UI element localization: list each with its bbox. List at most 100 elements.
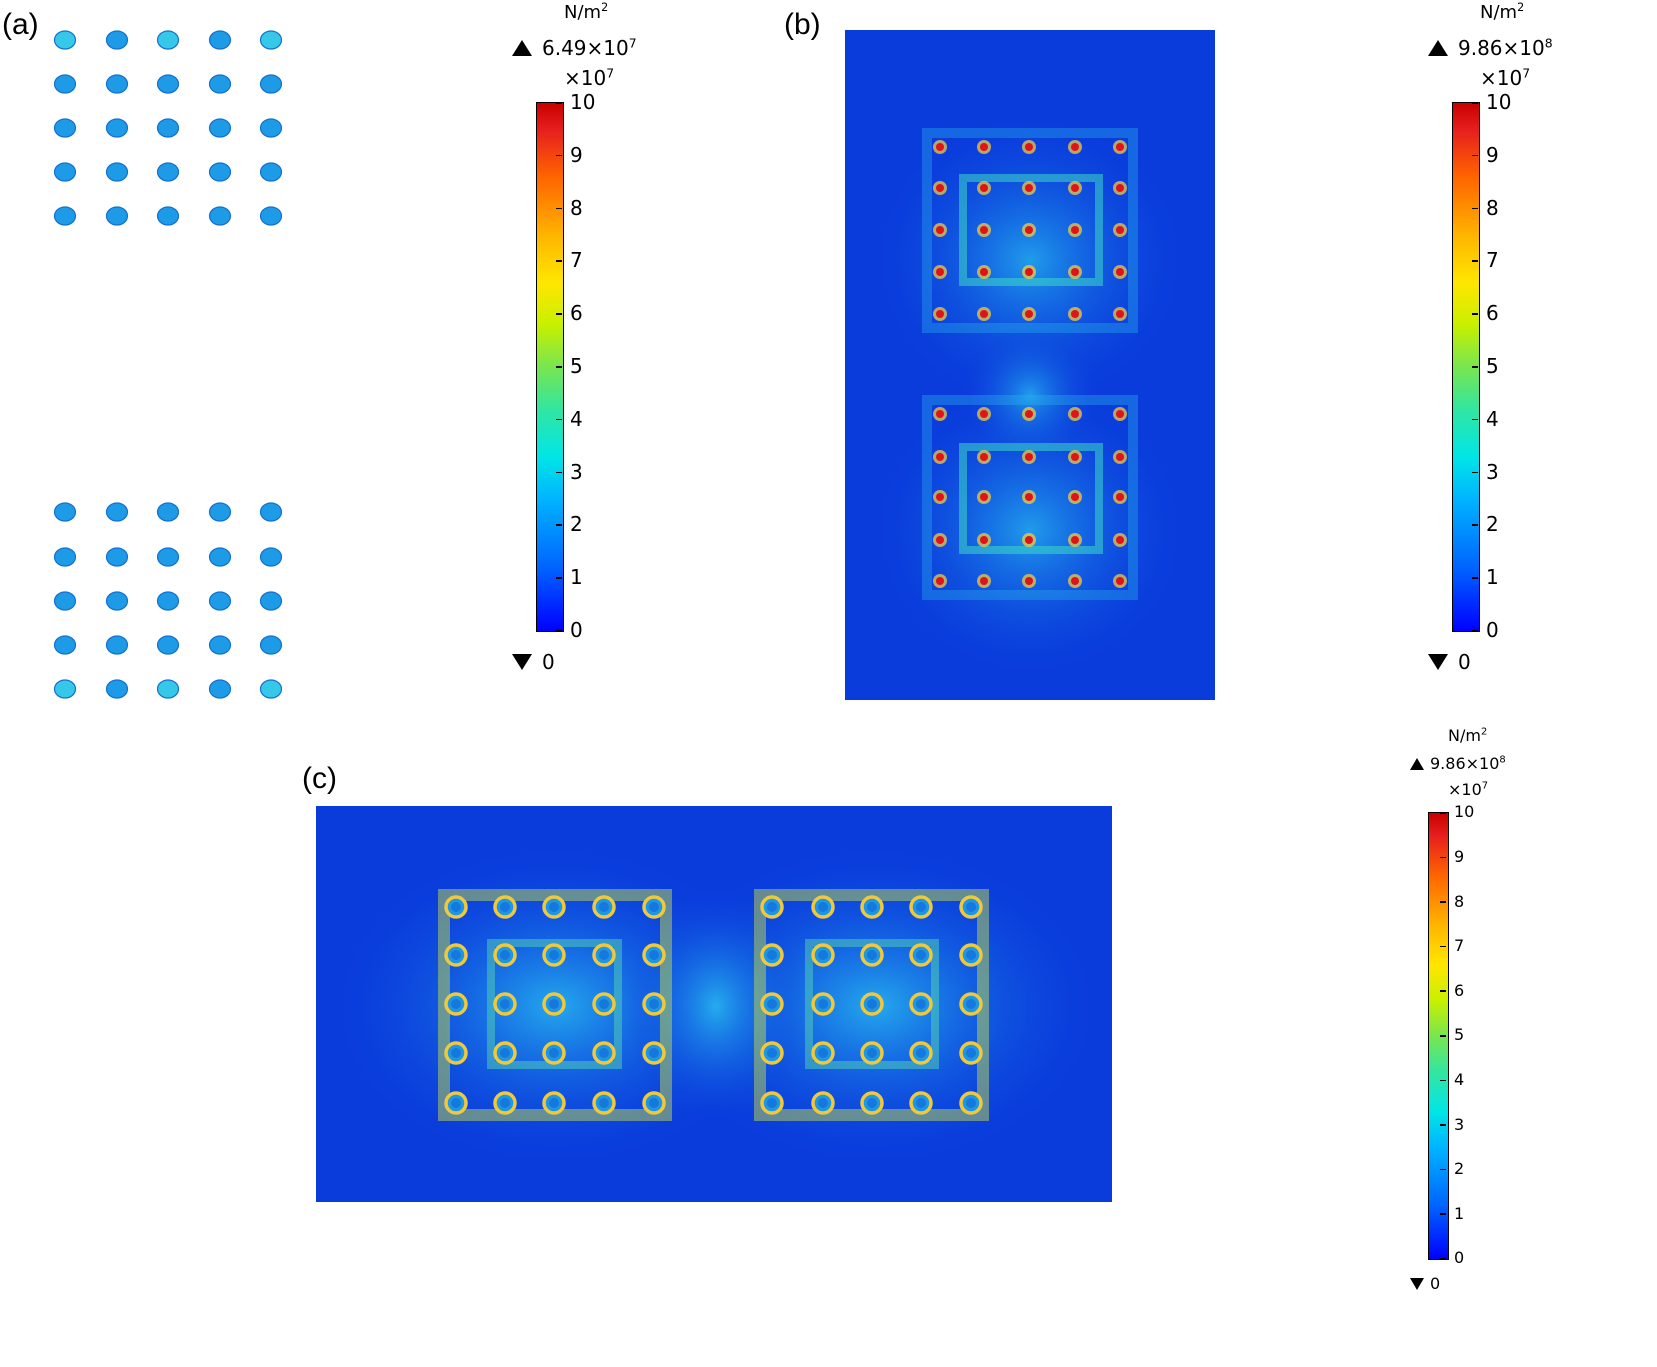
panel-b-plot [845, 30, 1215, 700]
colorbar-tick-label: 8 [1486, 195, 1499, 220]
colorbar-tick-mark [556, 418, 562, 421]
solder-dot [156, 118, 180, 138]
solder-dot [208, 206, 232, 226]
hotspot [980, 577, 988, 585]
colorbar-tick-label: 10 [1454, 802, 1475, 822]
panel-c-hotspots [438, 889, 989, 1121]
colorbar-b-gradient [1452, 102, 1480, 632]
ring-core [867, 999, 877, 1009]
solder-dot [156, 679, 180, 699]
hotspot [1025, 143, 1033, 151]
min-triangle-icon [1428, 654, 1448, 670]
colorbar-tick-mark [556, 260, 562, 262]
ring-core [818, 999, 828, 1009]
hotspot [980, 310, 988, 318]
stress-outer-frame [922, 395, 1138, 600]
colorbar-c-unit: N/m2 [1448, 726, 1488, 745]
panel-b-halo-bottom [870, 380, 1190, 680]
solder-dot [156, 635, 180, 655]
min-triangle-icon [512, 654, 532, 670]
ring-core [966, 1048, 976, 1058]
ring-core [916, 999, 926, 1009]
ring-core [599, 1098, 609, 1108]
ring-core [649, 1098, 659, 1108]
ring-core [549, 1098, 559, 1108]
colorbar-tick-label: 2 [1486, 512, 1499, 537]
solder-dot [259, 635, 283, 655]
panel-c-plot [316, 806, 1112, 1202]
panel-label-b: (b) [784, 8, 821, 41]
colorbar-tick-label: 4 [1486, 406, 1499, 431]
colorbar-tick-mark [1472, 154, 1478, 157]
ring-core [549, 999, 559, 1009]
solder-dot [105, 30, 129, 50]
stress-frame [959, 443, 1103, 554]
hotspot [980, 143, 988, 151]
solder-dot [259, 30, 283, 50]
colorbar-tick-label: 10 [570, 90, 596, 114]
colorbar-tick-label: 0 [570, 618, 583, 642]
hotspot [1116, 143, 1124, 151]
ring-core [451, 1098, 461, 1108]
hotspot [1071, 268, 1079, 276]
colorbar-tick-mark [556, 630, 562, 632]
ring-core [867, 1098, 877, 1108]
colorbar-c-min: 0 [1410, 1274, 1440, 1293]
colorbar-tick-label: 9 [570, 142, 583, 167]
colorbar-tick-label: 6 [1486, 301, 1499, 326]
ring-core [818, 902, 828, 912]
ring-core [599, 1048, 609, 1058]
hotspot [1116, 226, 1124, 234]
colorbar-tick-mark [1472, 577, 1478, 579]
colorbar-tick-mark [556, 102, 562, 104]
colorbar-tick-mark [1440, 1258, 1446, 1260]
ring-core [916, 1048, 926, 1058]
hotspot [936, 226, 944, 234]
colorbar-a-multiplier: ×107 [564, 65, 615, 90]
colorbar-b-max: 9.86×108 [1428, 36, 1553, 60]
hotspot [1116, 310, 1124, 318]
hotspot [1025, 226, 1033, 234]
solder-dot [259, 591, 283, 611]
ring-core [549, 950, 559, 960]
colorbar-tick-label: 7 [570, 248, 583, 273]
solder-dot [105, 502, 129, 522]
hotspot [936, 310, 944, 318]
ring-core [599, 999, 609, 1009]
ring-core [599, 902, 609, 912]
solder-dot [259, 206, 283, 226]
solder-dot [208, 547, 232, 567]
hotspot [1025, 410, 1033, 418]
hotspot [1071, 410, 1079, 418]
hotspot [936, 453, 944, 461]
hotspot [1025, 310, 1033, 318]
colorbar-tick-label: 2 [1454, 1159, 1465, 1179]
panel-label-a: (a) [2, 8, 39, 41]
hotspot [936, 184, 944, 192]
hotspot [1025, 268, 1033, 276]
solder-dot [156, 206, 180, 226]
colorbar-tick-mark [1472, 313, 1478, 315]
stress-outer-frame [438, 889, 672, 1121]
colorbar-tick-mark [1440, 1213, 1446, 1215]
colorbar-tick-mark [1472, 471, 1478, 474]
panel-label-c: (c) [302, 762, 337, 795]
solder-dot [156, 162, 180, 182]
solder-dot [259, 547, 283, 567]
colorbar-tick-mark [1472, 418, 1478, 421]
solder-dot [259, 118, 283, 138]
solder-dot [208, 74, 232, 94]
hotspot [1071, 226, 1079, 234]
colorbar-tick-label: 1 [570, 565, 583, 590]
solder-dot [105, 591, 129, 611]
ring-core [649, 950, 659, 960]
colorbar-tick-mark [1440, 901, 1446, 903]
solder-dot [156, 502, 180, 522]
colorbar-tick-label: 8 [570, 195, 583, 220]
colorbar-tick-label: 3 [570, 459, 583, 484]
colorbar-tick-label: 0 [1454, 1248, 1465, 1268]
hotspot [1025, 184, 1033, 192]
solder-dot [156, 74, 180, 94]
solder-dot [156, 30, 180, 50]
ring-core [599, 950, 609, 960]
